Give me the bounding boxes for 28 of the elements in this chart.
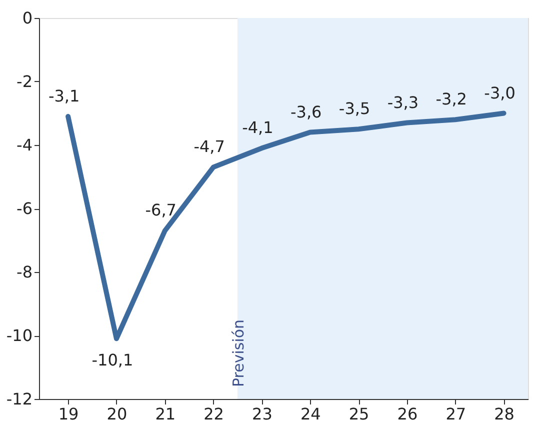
y-tick-label: -12 — [6, 390, 32, 408]
y-tick-label: -10 — [6, 326, 32, 345]
data-label: -3,5 — [338, 99, 370, 118]
x-tick-label: 23 — [252, 404, 272, 424]
band-label: Previsión — [230, 319, 248, 387]
x-tick-label: 25 — [348, 404, 370, 424]
x-tick-label: 20 — [106, 404, 128, 424]
y-tick-label: -4 — [16, 136, 32, 154]
y-tick-label: -2 — [16, 72, 32, 91]
data-label: -6,7 — [145, 200, 176, 220]
x-tick-label: 26 — [397, 404, 418, 424]
data-label: -4,1 — [242, 118, 274, 138]
x-tick-label: 28 — [494, 404, 514, 424]
x-tick-label: 22 — [204, 404, 224, 424]
y-tick-label: -6 — [16, 199, 32, 218]
y-tick-label: -8 — [16, 262, 32, 282]
x-tick-label: 21 — [155, 404, 176, 424]
x-tick-label: 19 — [58, 404, 79, 424]
x-tick-label: 27 — [446, 404, 466, 424]
data-label: -3,3 — [387, 92, 419, 112]
data-label: -3,1 — [48, 86, 80, 106]
data-label: -10,1 — [92, 350, 134, 370]
data-label: -3,6 — [290, 102, 322, 122]
x-tick-label: 24 — [300, 404, 321, 424]
data-label: -4,7 — [194, 137, 225, 156]
data-label: -3,0 — [484, 83, 516, 102]
data-label: -3,2 — [436, 90, 467, 109]
y-tick-label: 0 — [22, 8, 32, 28]
